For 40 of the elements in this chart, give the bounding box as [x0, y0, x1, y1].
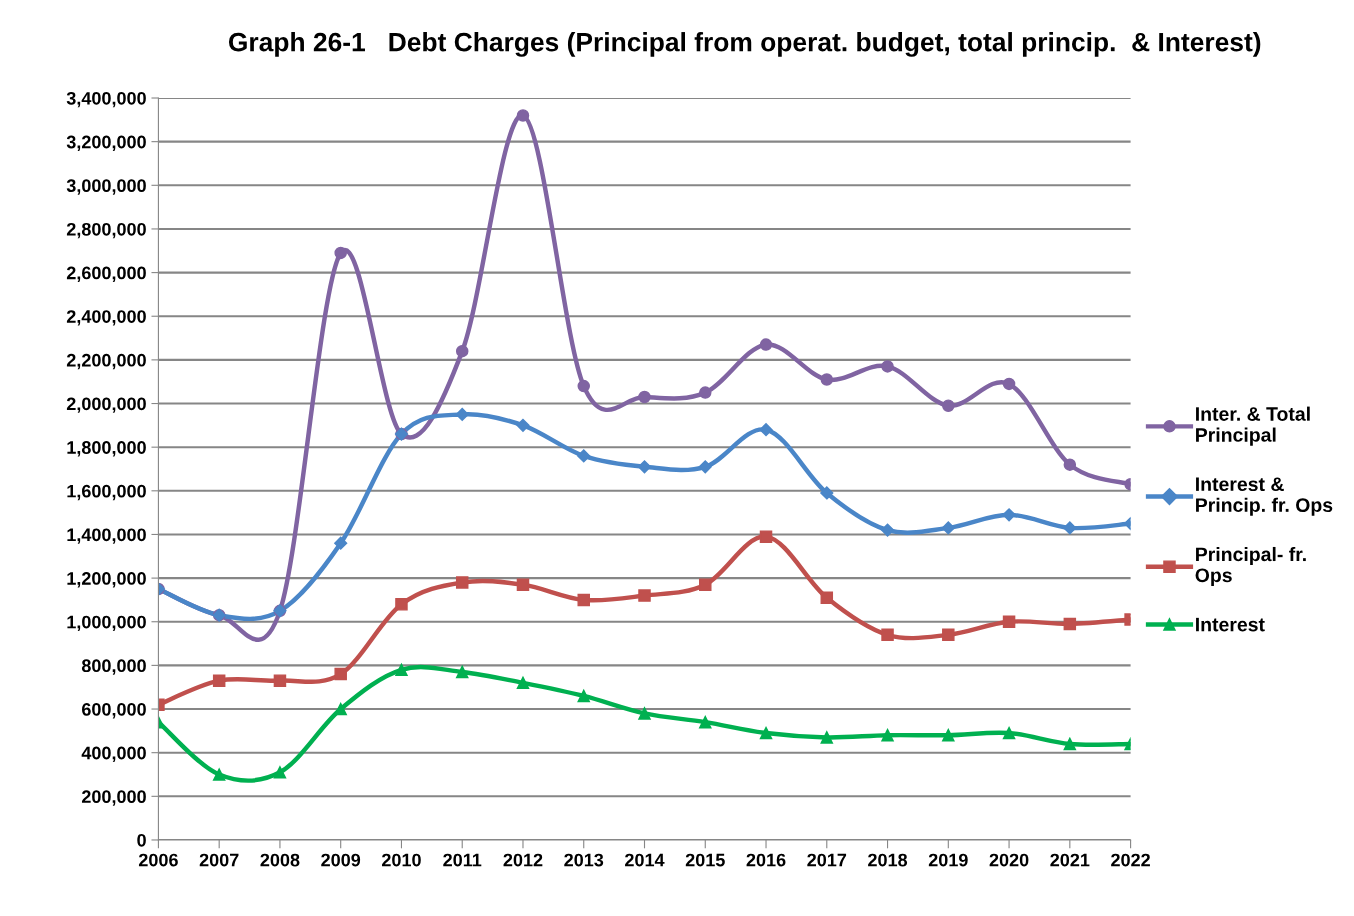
x-tick-label: 2007 — [199, 853, 239, 867]
y-tick-label: 400,000 — [81, 746, 146, 763]
chart-title: Graph 26-1 Debt Charges (Principal from operat. budget, total princip. & Interest) — [228, 32, 1261, 57]
x-tick-label: 2021 — [1050, 853, 1090, 867]
y-tick-label: 200,000 — [81, 790, 146, 806]
x-tick-label: 2022 — [1111, 853, 1150, 867]
x-tick-label: 2015 — [685, 853, 725, 867]
x-tick-label: 2010 — [382, 853, 421, 867]
x-tick-label: 2014 — [625, 853, 665, 867]
legend-label: Interest & Princip. fr. Ops — [1196, 477, 1333, 516]
y-tick-label: 1,800,000 — [67, 441, 146, 457]
y-tick-label: 3,000,000 — [66, 179, 146, 195]
y-tick-label: 1,400,000 — [67, 528, 146, 544]
x-tick-label: 2009 — [321, 853, 361, 867]
y-tick-label: 800,000 — [81, 659, 146, 675]
y-tick-label: 2,000,000 — [66, 397, 146, 413]
legend-label: Principal- fr. Ops — [1195, 546, 1306, 587]
x-tick-label: 2011 — [443, 853, 482, 867]
x-tick-label: 2017 — [807, 853, 847, 867]
y-tick-label: 2,600,000 — [66, 266, 146, 282]
x-tick-label: 2016 — [746, 853, 786, 867]
x-tick-label: 2020 — [989, 853, 1029, 867]
x-tick-label: 2008 — [260, 853, 300, 867]
x-tick-label: 2018 — [868, 853, 908, 867]
y-tick-label: 2,800,000 — [66, 222, 146, 239]
y-tick-label: 1,200,000 — [67, 572, 146, 588]
legend-label: Inter. & Total Principal — [1196, 406, 1310, 446]
y-tick-label: 2,400,000 — [66, 310, 146, 326]
y-tick-label: 3,400,000 — [66, 91, 146, 108]
x-tick-label: 2012 — [503, 853, 543, 867]
x-tick-label: 2019 — [928, 853, 968, 867]
y-tick-label: 0 — [137, 833, 146, 847]
y-tick-label: 1,000,000 — [67, 615, 146, 632]
x-tick-label: 2013 — [564, 853, 604, 867]
x-tick-label: 2006 — [138, 853, 178, 867]
y-tick-label: 1,600,000 — [67, 484, 146, 501]
y-tick-label: 600,000 — [82, 702, 146, 719]
y-tick-label: 2,200,000 — [66, 353, 146, 370]
legend-label: Interest — [1196, 617, 1265, 632]
y-tick-label: 3,200,000 — [66, 135, 146, 151]
